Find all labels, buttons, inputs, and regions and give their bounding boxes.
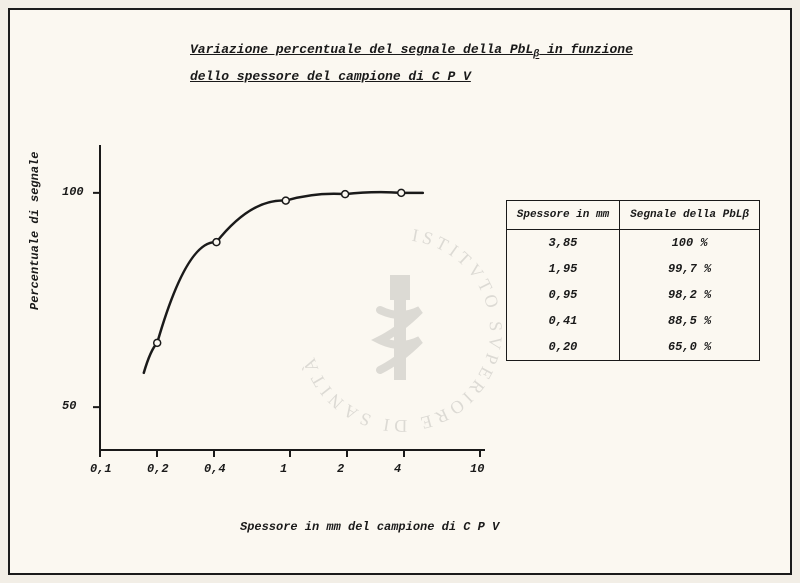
- table-cell: 0,95: [506, 282, 619, 308]
- x-tick-label: 4: [394, 462, 401, 476]
- table-cell: 65,0 %: [620, 334, 760, 361]
- title-line1b: in funzione: [539, 42, 633, 57]
- x-tick-label: 0,1: [90, 462, 112, 476]
- table-cell: 0,20: [506, 334, 619, 361]
- x-tick-label: 0,2: [147, 462, 169, 476]
- y-axis-label: Percentuale di segnale: [28, 152, 42, 310]
- table-row: 0,9598,2 %: [506, 282, 759, 308]
- data-table: Spessore in mm Segnale della PbLβ 3,8510…: [506, 200, 760, 361]
- title-line1a: Variazione percentuale del segnale della…: [190, 42, 533, 57]
- table-cell: 88,5 %: [620, 308, 760, 334]
- table-cell: 1,95: [506, 256, 619, 282]
- x-tick-label: 2: [337, 462, 344, 476]
- table-cell: 100 %: [620, 230, 760, 257]
- x-tick-label: 10: [470, 462, 484, 476]
- x-tick-label: 0,4: [204, 462, 226, 476]
- x-axis-label: Spessore in mm del campione di C P V: [240, 520, 499, 534]
- y-tick-label: 100: [62, 185, 84, 199]
- x-tick-label: 1: [280, 462, 287, 476]
- chart-svg: [60, 130, 500, 490]
- y-tick-label: 50: [62, 399, 76, 413]
- table-row: 0,4188,5 %: [506, 308, 759, 334]
- table-header-row: Spessore in mm Segnale della PbLβ: [506, 201, 759, 230]
- table-row: 3,85100 %: [506, 230, 759, 257]
- table-row: 0,2065,0 %: [506, 334, 759, 361]
- table-cell: 98,2 %: [620, 282, 760, 308]
- figure-frame: Variazione percentuale del segnale della…: [8, 8, 792, 575]
- table-row: 1,9599,7 %: [506, 256, 759, 282]
- table-cell: 99,7 %: [620, 256, 760, 282]
- title-line2: dello spessore del campione di C P V: [190, 65, 670, 90]
- table-header-spessore: Spessore in mm: [506, 201, 619, 230]
- table-cell: 0,41: [506, 308, 619, 334]
- table-header-segnale: Segnale della PbLβ: [620, 201, 760, 230]
- chart-title: Variazione percentuale del segnale della…: [190, 38, 670, 89]
- table-cell: 3,85: [506, 230, 619, 257]
